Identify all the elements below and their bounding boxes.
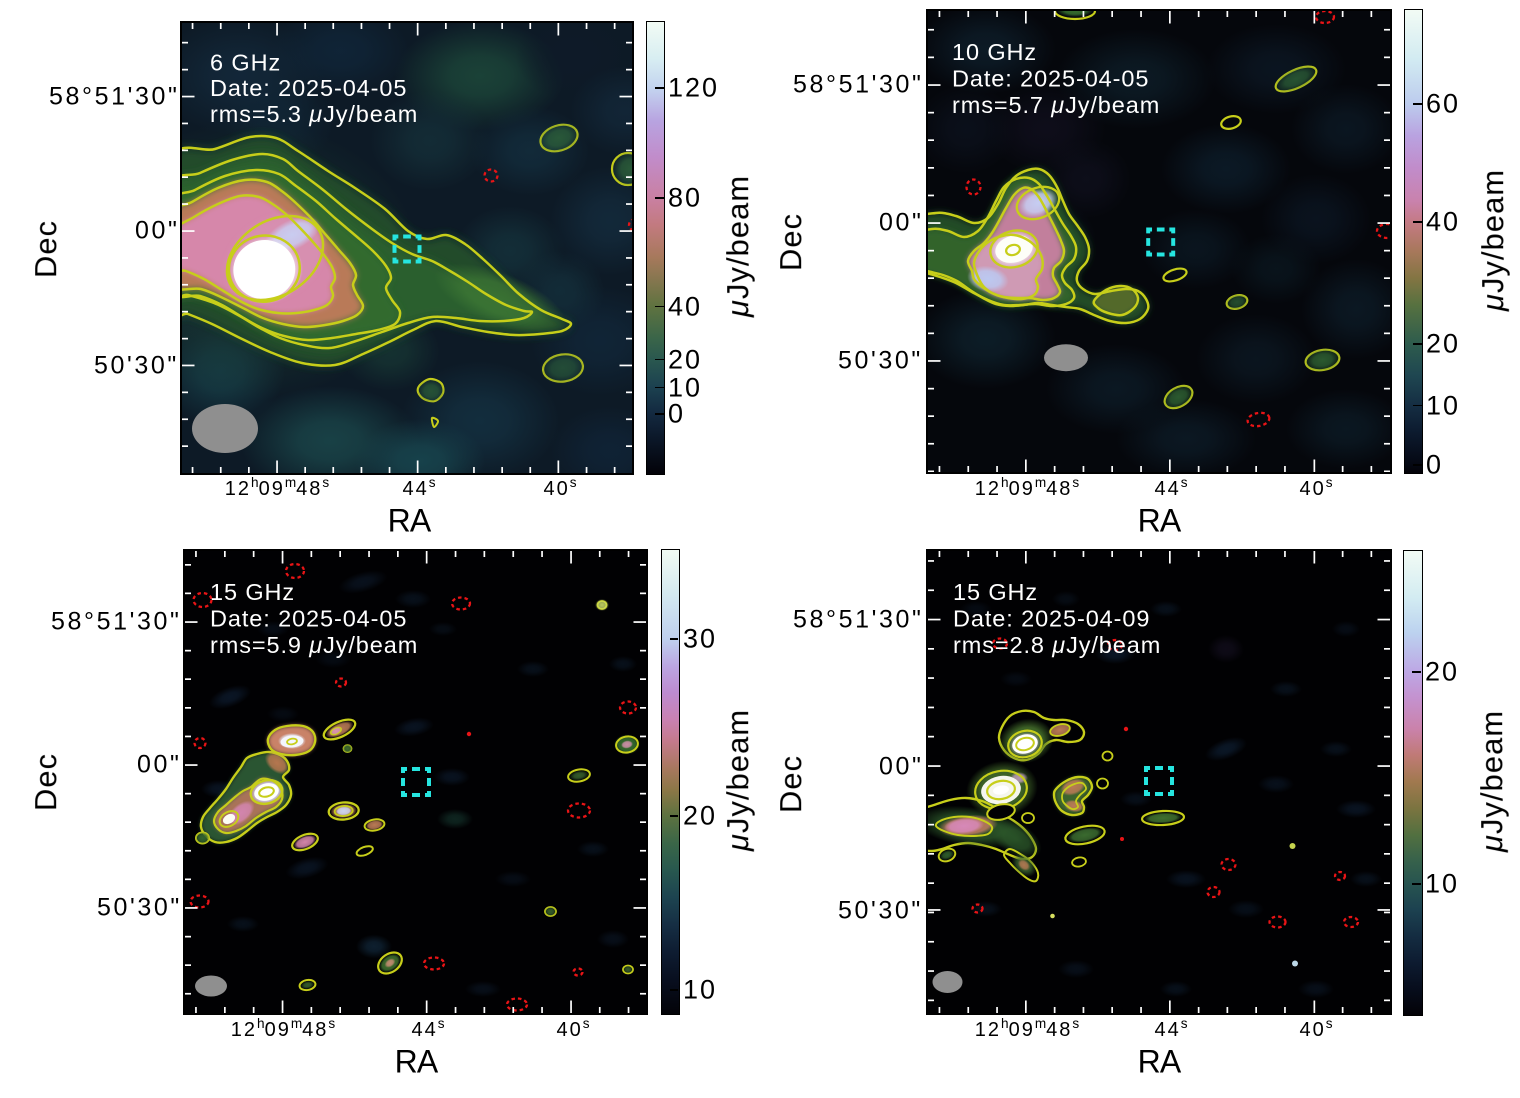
svg-text:Date: 2025-04-05: Date: 2025-04-05	[210, 605, 407, 631]
svg-text:15 GHz: 15 GHz	[210, 579, 295, 605]
svg-text:rms=5.9 μJy/beam: rms=5.9 μJy/beam	[210, 632, 418, 658]
svg-text:rms=5.3 μJy/beam: rms=5.3 μJy/beam	[210, 101, 418, 127]
svg-text:Date: 2025-04-05: Date: 2025-04-05	[952, 65, 1149, 91]
svg-text:rms=5.7 μJy/beam: rms=5.7 μJy/beam	[952, 92, 1160, 118]
svg-text:rms=2.8 μJy/beam: rms=2.8 μJy/beam	[953, 632, 1161, 658]
svg-text:Date: 2025-04-09: Date: 2025-04-09	[953, 605, 1150, 631]
svg-text:6 GHz: 6 GHz	[210, 50, 281, 76]
svg-text:15 GHz: 15 GHz	[953, 579, 1038, 605]
svg-text:10 GHz: 10 GHz	[952, 39, 1037, 65]
svg-text:Date: 2025-04-05: Date: 2025-04-05	[210, 75, 407, 101]
